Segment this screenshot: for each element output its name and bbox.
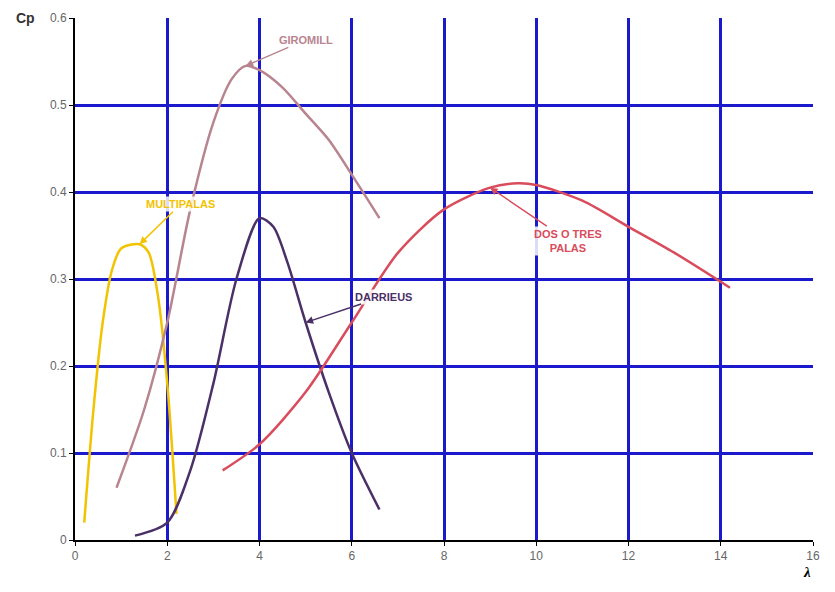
svg-text:8: 8 [441,549,448,563]
svg-text:4: 4 [256,549,263,563]
svg-text:0.5: 0.5 [50,98,67,112]
svg-text:0.2: 0.2 [50,359,67,373]
svg-text:6: 6 [348,549,355,563]
svg-text:10: 10 [530,549,544,563]
svg-text:0: 0 [72,549,79,563]
svg-text:GIROMILL: GIROMILL [279,34,333,46]
svg-text:DARRIEUS: DARRIEUS [355,291,412,303]
svg-text:2: 2 [164,549,171,563]
svg-text:12: 12 [622,549,636,563]
svg-text:0.3: 0.3 [50,272,67,286]
svg-text:λ: λ [803,564,811,580]
svg-text:DOS O TRESPALAS: DOS O TRESPALAS [534,228,602,254]
svg-text:0.6: 0.6 [50,11,67,25]
svg-text:16: 16 [806,549,820,563]
svg-text:14: 14 [714,549,728,563]
svg-text:MULTIPALAS: MULTIPALAS [146,198,215,210]
svg-text:Cp: Cp [16,10,35,26]
svg-text:0: 0 [60,533,67,547]
svg-text:0.1: 0.1 [50,446,67,460]
svg-text:0.4: 0.4 [50,185,67,199]
